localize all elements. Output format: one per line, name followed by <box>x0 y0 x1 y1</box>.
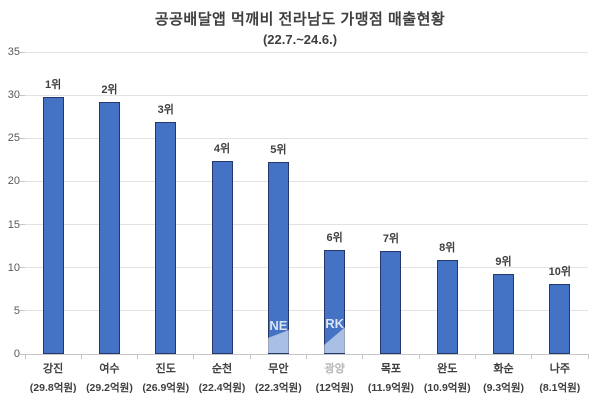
category-name: 진도 <box>155 363 176 375</box>
y-axis-tick <box>20 310 25 312</box>
gridline <box>25 51 588 53</box>
bar-진도 <box>155 121 177 354</box>
rank-label: 4위 <box>213 142 231 155</box>
category-value: (11.9억원) <box>367 382 415 394</box>
bar-순천 <box>211 160 233 354</box>
rank-label: 6위 <box>326 232 343 245</box>
y-tick-label: 25 <box>7 132 20 145</box>
x-category-label: 강진 (29.8억원) <box>25 363 81 394</box>
x-axis-tick <box>306 354 307 359</box>
category-name: 완도 <box>437 363 458 375</box>
rank-label: 1위 <box>45 78 62 91</box>
gridline <box>25 310 588 312</box>
category-value: (10.9억원) <box>423 382 471 394</box>
category-name: 무안 <box>268 363 289 375</box>
bar-목포 <box>380 251 402 354</box>
chart-subtitle: (22.7.~24.6.) <box>262 32 338 47</box>
category-value: (12억원) <box>315 382 354 394</box>
plot-area: 1위 2위 3위 4위 5위 6위 7위 8위 9위 10위 NE RK <box>25 51 588 355</box>
category-name: 여수 <box>99 363 120 375</box>
y-tick-label: 35 <box>7 46 20 58</box>
y-axis-tick <box>20 353 25 355</box>
bar-광양 <box>324 250 346 354</box>
category-name: 목포 <box>380 363 402 375</box>
rank-label: 5위 <box>270 143 287 156</box>
x-axis-tick <box>193 354 195 359</box>
x-category-label: 순천 (22.4억원) <box>194 363 250 394</box>
x-axis-tick <box>418 354 420 359</box>
y-axis-tick <box>20 224 25 226</box>
x-category-label: 완도 (10.9억원) <box>419 363 475 394</box>
category-value: (9.3억원) <box>483 382 524 394</box>
chart-title: 공공배달앱 먹깨비 전라남도 가맹점 매출현황 <box>154 11 446 28</box>
bar-강진 <box>42 96 64 354</box>
category-name: 화순 <box>493 363 514 375</box>
y-axis-tick <box>20 180 25 182</box>
rank-label: 9위 <box>495 255 512 268</box>
y-tick-label: 30 <box>7 89 20 102</box>
category-value: (22.4억원) <box>198 382 246 394</box>
y-axis-tick <box>20 94 25 96</box>
gridline <box>25 267 588 269</box>
x-category-label: 화순 (9.3억원) <box>475 363 531 394</box>
rank-label: 3위 <box>157 103 174 116</box>
gridline <box>25 224 588 226</box>
y-axis-tick <box>20 267 25 269</box>
category-name: 광양 <box>324 363 345 375</box>
category-name: 순천 <box>211 363 233 375</box>
bar-나주 <box>549 284 571 354</box>
y-axis-tick <box>20 137 25 139</box>
gridline <box>25 94 588 96</box>
y-tick-label: 5 <box>13 304 20 317</box>
x-category-label: 나주 (8.1억원) <box>532 363 588 394</box>
x-axis-tick <box>362 354 364 359</box>
category-value: (8.1억원) <box>539 382 581 394</box>
y-axis-tick <box>20 51 25 53</box>
x-axis-tick <box>24 354 26 359</box>
category-value: (22.3억원) <box>254 382 302 394</box>
x-category-label: 여수 (29.2억원) <box>81 363 137 394</box>
bar-완도 <box>436 259 458 354</box>
bar-여수 <box>98 102 120 354</box>
x-axis-tick <box>587 354 589 359</box>
category-value: (29.2억원) <box>86 382 133 394</box>
rank-label: 8위 <box>439 241 456 254</box>
x-category-label: 목포 (11.9억원) <box>363 363 419 394</box>
bar-화순 <box>493 273 515 354</box>
x-category-label: 광양 (12억원) <box>307 363 363 394</box>
y-tick-label: 0 <box>13 348 20 360</box>
gridline <box>25 137 588 139</box>
rank-label: 2위 <box>101 84 118 97</box>
bar-무안 <box>267 161 289 354</box>
x-category-label: 진도 (26.9억원) <box>138 363 194 394</box>
x-axis-tick <box>474 354 476 359</box>
x-category-label: 무안 (22.3억원) <box>250 363 306 394</box>
category-value: (29.8억원) <box>29 382 77 394</box>
category-value: (26.9억원) <box>142 382 190 394</box>
y-tick-label: 15 <box>7 218 20 231</box>
y-tick-label: 10 <box>7 261 20 274</box>
rank-label: 7위 <box>382 233 400 246</box>
gridline <box>25 180 588 182</box>
x-axis-tick <box>137 354 139 359</box>
x-axis-tick <box>249 354 251 359</box>
x-axis-tick <box>531 354 533 359</box>
rank-label: 10위 <box>548 266 572 279</box>
y-tick-label: 20 <box>7 175 20 188</box>
x-axis-tick <box>80 354 82 359</box>
category-name: 나주 <box>549 363 570 375</box>
category-name: 강진 <box>43 363 64 375</box>
